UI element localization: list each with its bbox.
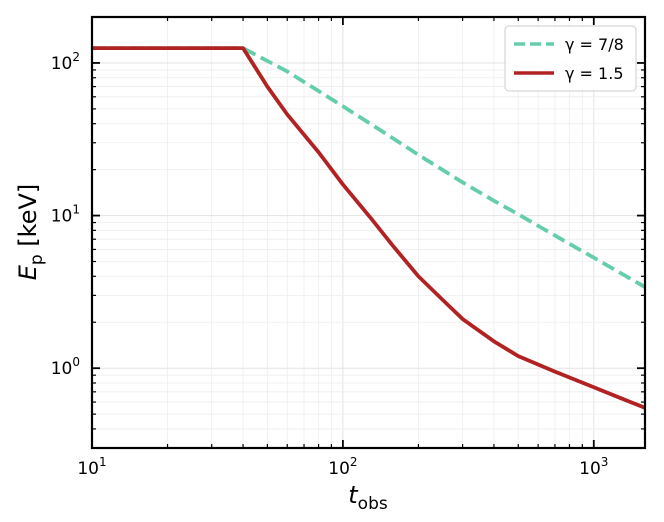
x-tick-label: 101 [77,455,106,479]
legend-label-1: γ = 7/8 [565,35,624,54]
x-tick-label: 103 [579,455,608,479]
series-layer [92,46,646,410]
y-tick-label: 100 [51,355,80,379]
x-axis-label: tobs [348,481,388,514]
y-tick-label: 101 [51,203,80,227]
series-line-2 [92,46,646,410]
y-axis-label: Ep [keV] [14,184,47,281]
x-tick-labels: 101 102 103 [77,455,608,479]
x-tick-label: 102 [328,455,357,479]
ticks [91,16,645,449]
series-line-1 [92,46,646,289]
y-tick-labels: 100 101 102 [51,50,80,379]
legend-label-2: γ = 1.5 [565,64,624,83]
y-tick-label: 102 [51,50,80,74]
legend: γ = 7/8 γ = 1.5 [504,25,637,92]
plot-frame [90,15,647,450]
